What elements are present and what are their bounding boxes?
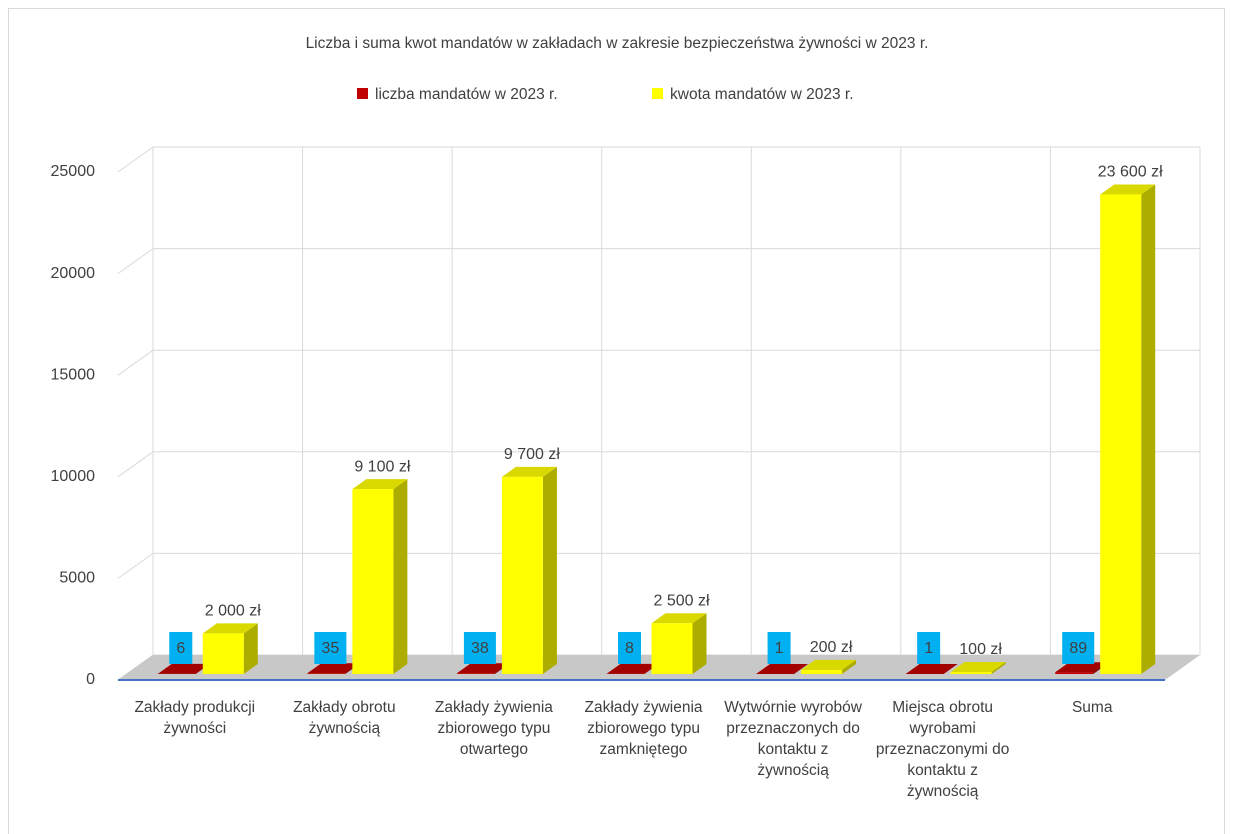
data-label-box xyxy=(1062,632,1095,664)
legend-label: kwota mandatów w 2023 r. xyxy=(670,86,854,103)
bar-front xyxy=(950,671,992,674)
grid-line-side xyxy=(117,552,154,579)
bar-side xyxy=(243,623,258,674)
bar-top xyxy=(606,663,659,674)
data-label: 6 xyxy=(176,640,185,657)
data-label-box xyxy=(463,632,496,664)
grid-line-side xyxy=(117,248,154,275)
bar-front xyxy=(651,623,693,674)
bar-top xyxy=(1100,184,1156,195)
data-label-box xyxy=(314,632,347,664)
y-tick-label: 25000 xyxy=(51,163,96,180)
grid-line-side xyxy=(117,349,154,376)
bar-top xyxy=(801,659,857,670)
data-label: 38 xyxy=(471,640,489,657)
x-tick-label: Zakłady obrotu żywnością xyxy=(293,699,396,737)
bar-front xyxy=(801,669,843,674)
chart-title: Liczba i suma kwot mandatów w zakładach … xyxy=(306,35,929,52)
bar-front xyxy=(202,633,244,674)
data-label: 23 600 zł xyxy=(1098,164,1163,181)
bar xyxy=(801,659,857,674)
bar-front xyxy=(1055,672,1094,674)
bar-side xyxy=(692,613,707,674)
bar-top xyxy=(950,661,1006,672)
data-label: 200 zł xyxy=(810,639,853,656)
y-tick-label: 10000 xyxy=(51,468,96,485)
x-tick-label: Wytwórnie wyrobów przeznaczonych do kont… xyxy=(724,699,862,779)
data-label: 9 100 zł xyxy=(354,458,410,475)
bar-top xyxy=(756,663,809,674)
x-tick-label: Zakłady produkcji żywności xyxy=(134,699,256,737)
bar-side xyxy=(842,659,857,674)
y-tick-label: 0 xyxy=(86,671,95,688)
bar-front xyxy=(307,673,346,674)
x-tick-label: Miejsca obrotu wyrobami przeznaczonymi d… xyxy=(875,699,1010,800)
bar xyxy=(1100,184,1156,674)
bar-front xyxy=(501,476,543,674)
x-tick-label: Zakłady żywienia zbiorowego typu zamknię… xyxy=(584,699,703,758)
bar-side xyxy=(393,479,408,674)
legend-label: liczba mandatów w 2023 r. xyxy=(375,86,558,103)
data-label-box xyxy=(917,632,941,664)
data-label: 35 xyxy=(321,640,339,657)
bar xyxy=(352,479,408,674)
data-label-box xyxy=(618,632,641,664)
x-tick-label: Zakłady żywienia zbiorowego typu otwarte… xyxy=(434,699,553,758)
bar-top xyxy=(202,623,258,634)
data-label-box xyxy=(169,632,193,664)
bar-top xyxy=(905,663,958,674)
x-tick-label: Suma xyxy=(1071,699,1113,716)
data-label: 2 500 zł xyxy=(653,592,709,609)
bar-top xyxy=(501,466,557,477)
chart-border xyxy=(8,8,1225,834)
bar-top xyxy=(651,613,707,624)
bar xyxy=(905,663,958,674)
bar-front xyxy=(1100,194,1142,674)
legend-swatch xyxy=(652,88,663,99)
bar xyxy=(651,613,707,674)
bar-side xyxy=(943,663,958,674)
bar xyxy=(202,623,258,674)
data-label: 8 xyxy=(625,640,634,657)
legend-swatch xyxy=(357,88,368,99)
grid-line-side xyxy=(117,146,154,173)
bar-side xyxy=(991,661,1006,674)
bar-front xyxy=(352,489,394,674)
bar-top xyxy=(307,663,360,674)
y-tick-label: 20000 xyxy=(51,265,96,282)
bar xyxy=(756,663,809,674)
bar-front xyxy=(456,673,495,674)
data-label: 1 xyxy=(924,640,933,657)
bar-top xyxy=(1055,662,1108,673)
data-label: 2 000 zł xyxy=(205,603,261,620)
bar-top xyxy=(352,479,408,490)
bar xyxy=(501,466,557,674)
bar-side xyxy=(794,663,809,674)
data-label: 100 zł xyxy=(959,641,1002,658)
bar-side xyxy=(542,466,557,674)
grid-line-side xyxy=(117,451,154,478)
data-label: 89 xyxy=(1069,640,1087,657)
y-tick-label: 5000 xyxy=(59,570,95,587)
bar-top xyxy=(456,663,509,674)
bar-side xyxy=(1141,184,1156,674)
data-label: 9 700 zł xyxy=(504,446,560,463)
data-label-box xyxy=(767,632,791,664)
y-tick-label: 15000 xyxy=(51,366,96,383)
bar-top xyxy=(157,663,210,674)
data-label: 1 xyxy=(775,640,784,657)
bar xyxy=(950,661,1006,674)
